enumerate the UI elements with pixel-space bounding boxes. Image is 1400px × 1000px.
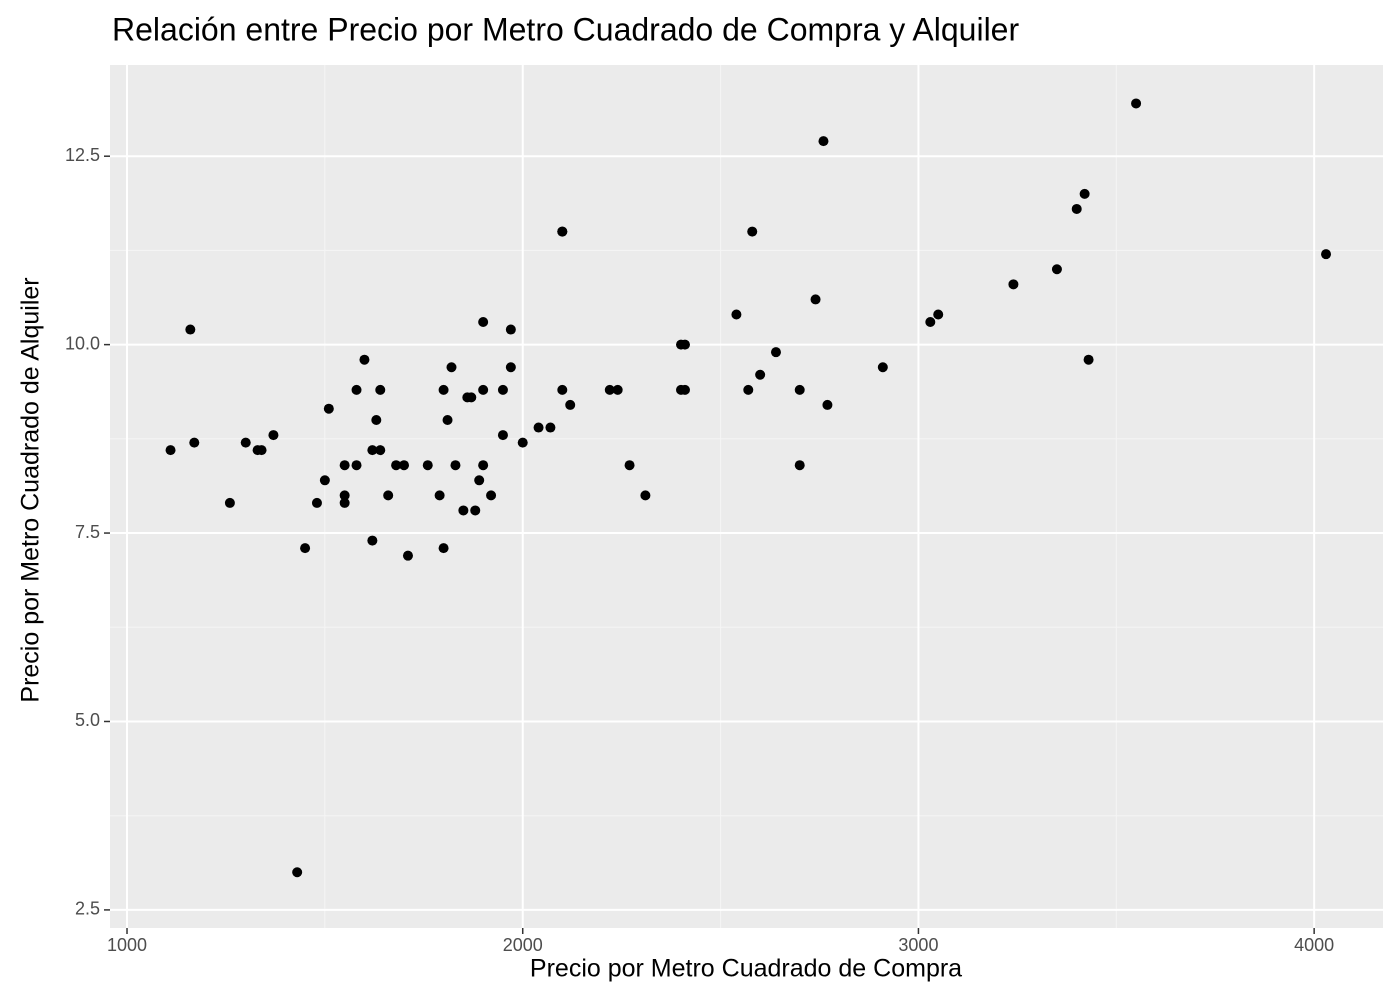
point [402, 550, 413, 561]
point [339, 497, 350, 508]
point [351, 460, 362, 471]
point [478, 317, 489, 328]
point [1131, 98, 1142, 109]
point [446, 362, 457, 373]
point [822, 399, 833, 410]
point [486, 490, 497, 501]
point [434, 490, 445, 501]
point [383, 490, 394, 501]
point [604, 384, 615, 395]
x-tick-label: 1000 [107, 935, 147, 955]
point [240, 437, 251, 448]
chart-title: Relación entre Precio por Metro Cuadrado… [112, 11, 1019, 47]
point [438, 384, 449, 395]
point [323, 403, 334, 414]
y-tick-label: 12.5 [65, 145, 100, 165]
y-tick-label: 2.5 [75, 899, 100, 919]
point [679, 384, 690, 395]
point [679, 339, 690, 350]
point [371, 414, 382, 425]
point [1071, 203, 1082, 214]
point [367, 445, 378, 456]
point [458, 505, 469, 516]
point [818, 136, 829, 147]
point [474, 475, 485, 486]
point [743, 384, 754, 395]
point [533, 422, 544, 433]
point [557, 384, 568, 395]
point [359, 354, 370, 365]
point [612, 384, 623, 395]
point [557, 226, 568, 237]
y-axis-title: Precio por Metro Cuadrado de Alquiler [17, 277, 45, 702]
point [478, 460, 489, 471]
point [375, 445, 386, 456]
point [624, 460, 635, 471]
point [731, 309, 742, 320]
point [1051, 264, 1062, 275]
point [517, 437, 528, 448]
point [755, 369, 766, 380]
point [747, 226, 758, 237]
point [292, 867, 303, 878]
x-axis-title: Precio por Metro Cuadrado de Compra [530, 955, 962, 983]
point [185, 324, 196, 335]
point [1079, 188, 1090, 199]
point [422, 460, 433, 471]
point [256, 445, 267, 456]
point [565, 399, 576, 410]
point [311, 497, 322, 508]
y-tick-label: 10.0 [65, 333, 100, 353]
point [810, 294, 821, 305]
point [391, 460, 402, 471]
point [933, 309, 944, 320]
point [877, 362, 888, 373]
point [339, 490, 350, 501]
point [319, 475, 330, 486]
point [375, 384, 386, 395]
point [351, 384, 362, 395]
point [794, 460, 805, 471]
panel [110, 65, 1383, 928]
point [640, 490, 651, 501]
point [1321, 249, 1332, 260]
point [497, 430, 508, 441]
point [505, 324, 516, 335]
y-tick-label: 7.5 [75, 522, 100, 542]
point [399, 460, 410, 471]
point [1008, 279, 1019, 290]
point [545, 422, 556, 433]
point [466, 392, 477, 403]
point [300, 543, 311, 554]
point [268, 430, 279, 441]
point [505, 362, 516, 373]
y-tick-label: 5.0 [75, 710, 100, 730]
point [925, 317, 936, 328]
point [339, 460, 350, 471]
x-tick-label: 3000 [898, 935, 938, 955]
point [770, 347, 781, 358]
point [1083, 354, 1094, 365]
x-tick-label: 2000 [503, 935, 543, 955]
point [438, 543, 449, 554]
point [470, 505, 481, 516]
point [794, 384, 805, 395]
point [224, 497, 235, 508]
point [367, 535, 378, 546]
point [442, 414, 453, 425]
point [450, 460, 461, 471]
point [497, 384, 508, 395]
point [478, 384, 489, 395]
x-tick-label: 4000 [1294, 935, 1334, 955]
point [165, 445, 176, 456]
point [189, 437, 200, 448]
